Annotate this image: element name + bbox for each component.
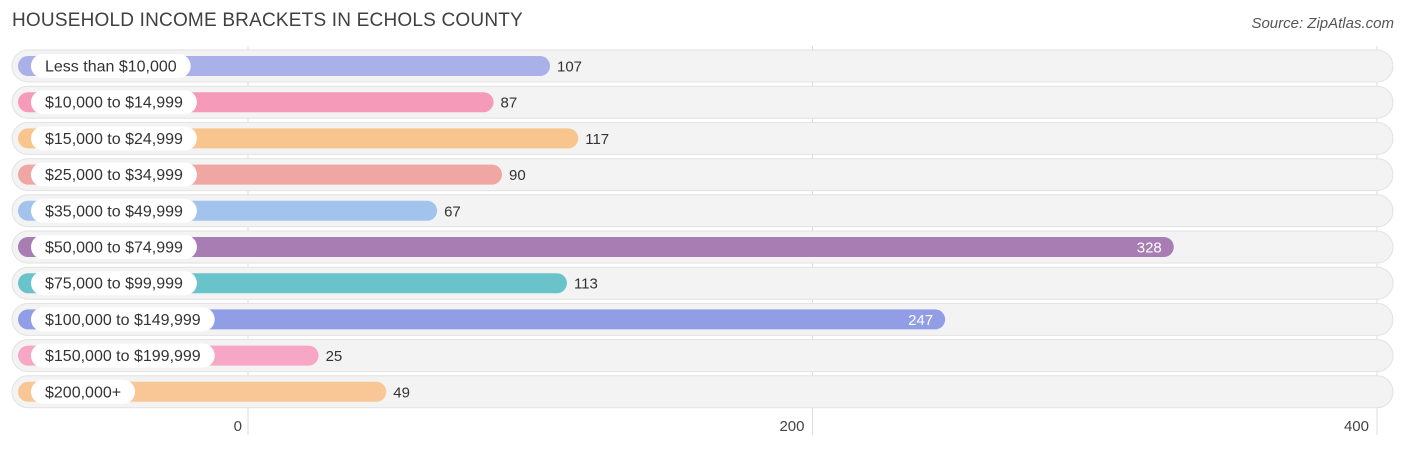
x-tick-label: 400 xyxy=(1344,418,1369,435)
category-label-pill xyxy=(31,162,197,187)
bar-row: $50,000 to $74,999 328 xyxy=(11,230,1394,264)
category-label-pill xyxy=(31,90,197,115)
data-label: 87 xyxy=(501,95,518,112)
category-label: $15,000 to $24,999 xyxy=(45,131,183,148)
bar-row: $25,000 to $34,999 90 xyxy=(11,158,1394,192)
data-label: 328 xyxy=(1137,240,1162,257)
category-label-pill xyxy=(31,307,215,332)
category-label-pill xyxy=(31,379,136,404)
bar-row: $100,000 to $149,999 247 xyxy=(11,302,1394,336)
data-label: 117 xyxy=(585,131,609,148)
data-label: 90 xyxy=(509,167,526,184)
data-label: 113 xyxy=(574,276,598,293)
x-tick-label: 0 xyxy=(234,418,242,435)
category-label: Less than $10,000 xyxy=(45,59,177,76)
bar-row: $200,000+ 49 xyxy=(11,375,1394,409)
bar xyxy=(18,309,946,330)
category-label: $150,000 to $199,999 xyxy=(45,348,201,365)
tick-labels: 0 200 400 xyxy=(234,418,1369,435)
category-label: $25,000 to $34,999 xyxy=(45,167,183,184)
data-label: 247 xyxy=(908,312,933,329)
category-label: $35,000 to $49,999 xyxy=(45,203,183,220)
category-label-pill xyxy=(31,198,197,223)
x-tick-label: 200 xyxy=(779,418,804,435)
rows-layer: Less than $10,000 107 $10,000 to $14,999 87… xyxy=(11,49,1394,409)
data-label: 25 xyxy=(326,348,343,365)
row-track xyxy=(11,339,1394,373)
category-label: $200,000+ xyxy=(45,384,121,401)
bar-row: Less than $10,000 107 xyxy=(11,49,1394,83)
chart-title: HOUSEHOLD INCOME BRACKETS IN ECHOLS COUN… xyxy=(12,10,523,31)
category-label-pill xyxy=(31,235,197,259)
category-label: $100,000 to $149,999 xyxy=(45,312,201,329)
category-label-pill xyxy=(31,126,197,151)
bar-row: $35,000 to $49,999 67 xyxy=(11,194,1394,228)
data-label: 107 xyxy=(557,59,582,76)
category-label-pill xyxy=(31,54,191,78)
data-label: 67 xyxy=(444,203,461,220)
category-label: $75,000 to $99,999 xyxy=(45,276,183,293)
bar-row: $10,000 to $14,999 87 xyxy=(11,85,1394,119)
bar-row: $75,000 to $99,999 113 xyxy=(11,266,1394,300)
bar xyxy=(18,237,1174,257)
source-credit: Source: ZipAtlas.com xyxy=(1251,15,1394,32)
bar-row: $15,000 to $24,999 117 xyxy=(11,121,1394,155)
category-label-pill xyxy=(31,343,215,368)
data-label: 49 xyxy=(393,384,410,401)
bar-row: $150,000 to $199,999 25 xyxy=(11,339,1394,373)
category-label-pill xyxy=(31,271,197,296)
category-label: $50,000 to $74,999 xyxy=(45,240,183,257)
category-label: $10,000 to $14,999 xyxy=(45,95,183,112)
